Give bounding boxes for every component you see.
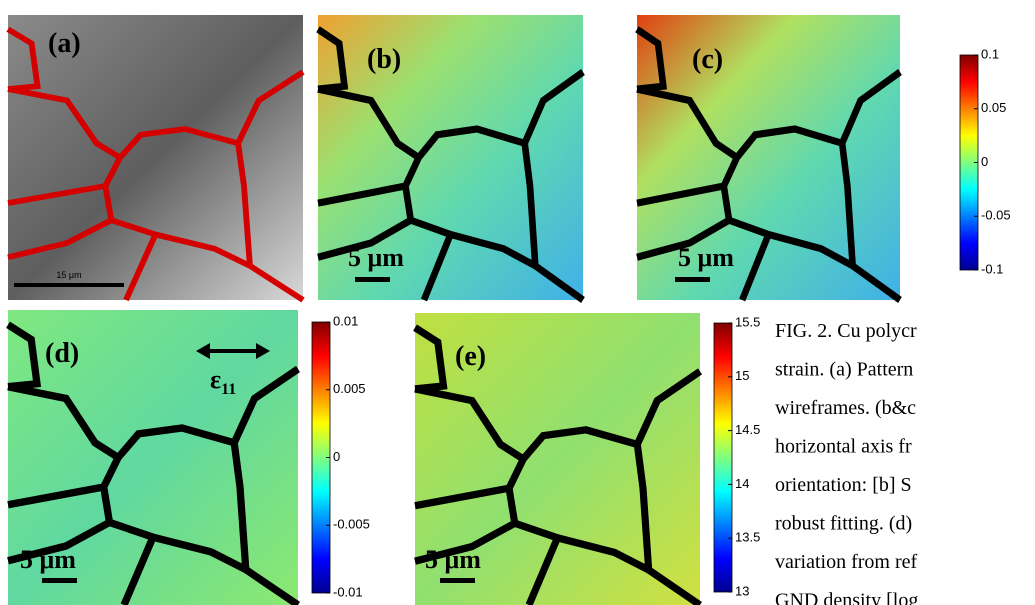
caption-line: FIG. 2. Cu polycr (775, 320, 917, 342)
colorbar-tick-label: 0 (333, 449, 340, 464)
panel-label: (e) (455, 341, 486, 372)
colorbar-tick-label: 14 (735, 476, 749, 491)
colorbar-tick-label: 0.05 (981, 100, 1006, 115)
panel-label: (a) (48, 28, 81, 59)
scale-bar (440, 578, 475, 583)
panel-a-image (8, 15, 303, 300)
scale-bar (42, 578, 77, 583)
scale-bar-label: 5 μm (425, 545, 481, 574)
caption-line: variation from ref (775, 551, 917, 573)
panel-e-image (415, 313, 700, 605)
colorbar-tick-label: 14.5 (735, 422, 760, 437)
colorbar-tick-label: 0.01 (333, 313, 358, 328)
colorbar-tick-label: -0.01 (333, 584, 363, 599)
scale-bar (675, 277, 710, 282)
caption-line: wireframes. (b&c (775, 397, 916, 419)
scale-bar-label: 5 μm (20, 545, 76, 574)
colorbar-tick-label: 15 (735, 368, 749, 383)
panel-b-image (318, 15, 583, 300)
caption-line: orientation: [b] S (775, 474, 912, 496)
colorbar-tick-label: 0.005 (333, 381, 366, 396)
colorbar-tick-label: 0.1 (981, 46, 999, 61)
colorbar-tick-label: -0.05 (981, 208, 1011, 223)
scale-bar-label: 15 μm (56, 270, 81, 280)
strain-subscript: 11 (221, 381, 236, 398)
strain-arrow (196, 343, 270, 359)
strain-symbol: ε (210, 365, 221, 394)
colorbar-tick-label: 15.5 (735, 314, 760, 329)
caption-line: robust fitting. (d) (775, 513, 912, 535)
panel-c-image (637, 15, 900, 300)
panel-label: (c) (692, 44, 723, 75)
caption-line: strain. (a) Pattern (775, 359, 913, 381)
colorbar-tick-label: 13 (735, 583, 749, 598)
caption-line: horizontal axis fr (775, 436, 912, 458)
scale-bar-label: 5 μm (348, 243, 404, 272)
panel-label: (b) (367, 44, 401, 75)
strain-label: ε11 (210, 365, 236, 398)
colorbar-tick-label: 0 (981, 154, 988, 169)
panel-d-image (8, 310, 298, 605)
scale-bar (14, 283, 124, 287)
scale-bar-label: 5 μm (678, 243, 734, 272)
panel-label: (d) (45, 338, 79, 369)
scale-bar (355, 277, 390, 282)
colorbar-tick-label: -0.1 (981, 261, 1003, 276)
colorbar-tick-label: -0.005 (333, 517, 370, 532)
colorbar (713, 322, 733, 593)
colorbar-tick-label: 13.5 (735, 530, 760, 545)
caption-line: GND density [log (775, 590, 918, 605)
